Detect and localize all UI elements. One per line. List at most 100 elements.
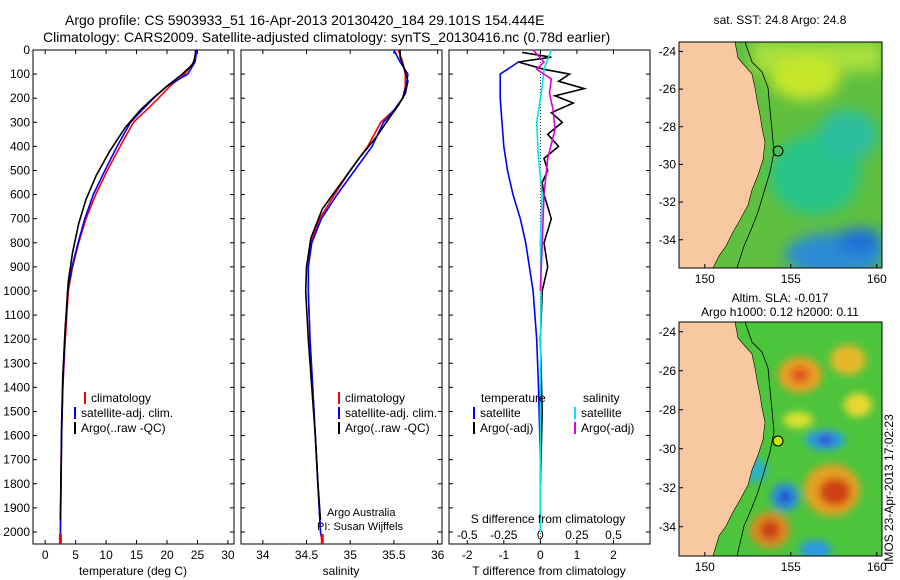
x-tick-label: 30	[221, 548, 235, 562]
temperature-xlabel: temperature (deg C)	[79, 564, 187, 578]
map-y-tick-label: -32	[659, 195, 677, 209]
series-line	[307, 49, 409, 542]
difference-axes	[448, 49, 651, 545]
y-tick-label: 600	[10, 188, 30, 202]
x-tick-label: 20	[160, 548, 174, 562]
map-x-tick-label: 160	[867, 272, 887, 286]
x-tick-label: 15	[130, 548, 144, 562]
sla-map-subtitle: Argo h1000: 0.12 h2000: 0.11	[701, 305, 859, 319]
sal-legend-argo-label: Argo(..raw -QC)	[345, 421, 430, 435]
sla-high-1-core	[790, 367, 810, 383]
sla-map-axes	[678, 321, 883, 557]
sla-map-title: Altim. SLA: -0.017	[732, 291, 829, 305]
map-y-tick-label: -26	[659, 364, 677, 378]
salinity-xlabel: salinity	[323, 564, 360, 578]
y-tick-label: 1000	[3, 284, 30, 298]
series-line	[535, 49, 553, 532]
x-tick-label: 35.5	[382, 548, 406, 562]
sst-cool-patch-2	[818, 110, 878, 160]
sla-high-3-core	[819, 478, 851, 506]
sla-map-ticks: 150 155 160 -24 -26 -28 -30 -32 -34	[659, 325, 888, 574]
y-tick-label: 1100	[4, 308, 30, 322]
y-tick-label: 1900	[3, 501, 30, 515]
sst-map-axes	[678, 41, 883, 269]
y-tick-label: 400	[10, 139, 30, 153]
y-tick-label: 2000	[3, 525, 30, 539]
sla-low-2-core	[779, 491, 791, 503]
salinity-axes	[240, 49, 443, 545]
sst-map-ticks: 150 155 160 -24 -26 -28 -30 -32 -34	[659, 44, 888, 286]
y-tick-label: 1500	[3, 404, 30, 418]
sst-map-title: sat. SST: 24.8 Argo: 24.8	[714, 13, 847, 27]
argo-australia-label: Argo Australia	[327, 507, 396, 519]
x-tick-label-salinity: 0	[537, 528, 544, 542]
diff-legend-s-argo-label: Argo(-adj)	[581, 421, 634, 435]
diff-legend-temperature-header: temperature	[481, 391, 546, 405]
x-tick-label: 2	[610, 548, 617, 562]
y-tick-label: 1800	[3, 477, 30, 491]
map-y-tick-label: -32	[659, 481, 677, 495]
temperature-legend: climatology satellite-adj. clim. Argo(..…	[74, 391, 173, 435]
y-tick-label: 1400	[3, 380, 30, 394]
y-tick-label: 1300	[3, 356, 30, 370]
sla-map-field	[679, 322, 882, 556]
y-tick-label: 1600	[3, 429, 30, 443]
series-line	[304, 50, 409, 520]
salinity-legend: climatology satellite-adj. clim. Argo(..…	[338, 391, 437, 435]
map-x-tick-label: 155	[781, 560, 801, 574]
map-x-tick-label: 160	[867, 560, 887, 574]
series-line	[499, 61, 542, 532]
legend-satellite-label: satellite-adj. clim.	[81, 406, 173, 420]
diff-legend-t-satellite-label: satellite	[480, 406, 521, 420]
sal-legend-climatology-label: climatology	[345, 391, 405, 405]
map-y-tick-label: -28	[659, 120, 677, 134]
sla-low-3	[799, 540, 831, 556]
series-line	[518, 51, 588, 484]
x-tick-label: 0	[537, 548, 544, 562]
y-tick-label: 200	[10, 91, 30, 105]
map-y-tick-label: -24	[659, 325, 677, 339]
x-tick-label: 10	[99, 548, 113, 562]
legend-argo-label: Argo(..raw -QC)	[81, 421, 166, 435]
x-tick-label: 0	[42, 548, 49, 562]
x-tick-label-salinity: 0.5	[605, 528, 622, 542]
y-tick-label: 300	[10, 115, 30, 129]
header-line-2: Climatology: CARS2009. Satellite-adjuste…	[43, 29, 610, 45]
side-timestamp-label: IMOS 23-Apr-2013 17:02:23	[882, 414, 896, 565]
y-tick-label: 0	[23, 43, 30, 57]
sla-mid-2	[844, 393, 872, 417]
map-y-tick-label: -30	[659, 157, 677, 171]
difference-xlabel: T difference from climatology	[472, 564, 626, 578]
series-line	[532, 49, 556, 292]
map-y-tick-label: -24	[659, 44, 677, 58]
map-y-tick-label: -34	[659, 233, 677, 247]
sla-high-4-core	[760, 520, 780, 540]
x-tick-label-salinity: -0.25	[490, 528, 518, 542]
y-tick-label: 900	[10, 260, 30, 274]
sst-map-field	[679, 42, 882, 268]
sst-blue-patch-2	[838, 228, 882, 252]
pi-label: PI: Susan Wijffels	[317, 521, 403, 533]
sst-argo-marker	[772, 145, 784, 157]
sla-high-2	[830, 345, 866, 375]
difference-top-xlabel: S difference from climatology	[471, 512, 626, 526]
map-y-tick-label: -26	[659, 82, 677, 96]
sst-warm-patch-2	[770, 56, 840, 100]
series-line	[307, 49, 407, 542]
x-tick-label: 1	[574, 548, 581, 562]
sst-land	[679, 42, 766, 268]
difference-legend: temperature satellite Argo(-adj) salinit…	[473, 391, 634, 435]
header-line-1: Argo profile: CS 5903933_51 16-Apr-2013 …	[65, 12, 545, 28]
y-tick-label: 800	[10, 236, 30, 250]
x-tick-label-salinity: 0.25	[565, 528, 589, 542]
diff-legend-t-argo-label: Argo(-adj)	[480, 421, 533, 435]
y-tick-label: 1200	[3, 332, 30, 346]
sla-isobath	[736, 322, 775, 556]
temperature-plot: 0 5 10 15 20 25 300100200300400500600700800900…	[3, 43, 235, 562]
sst-isobath	[736, 42, 775, 268]
series-line	[59, 49, 197, 520]
y-tick-label: 700	[10, 212, 30, 226]
x-tick-label: 34	[256, 548, 270, 562]
diff-legend-s-satellite-label: satellite	[581, 406, 622, 420]
